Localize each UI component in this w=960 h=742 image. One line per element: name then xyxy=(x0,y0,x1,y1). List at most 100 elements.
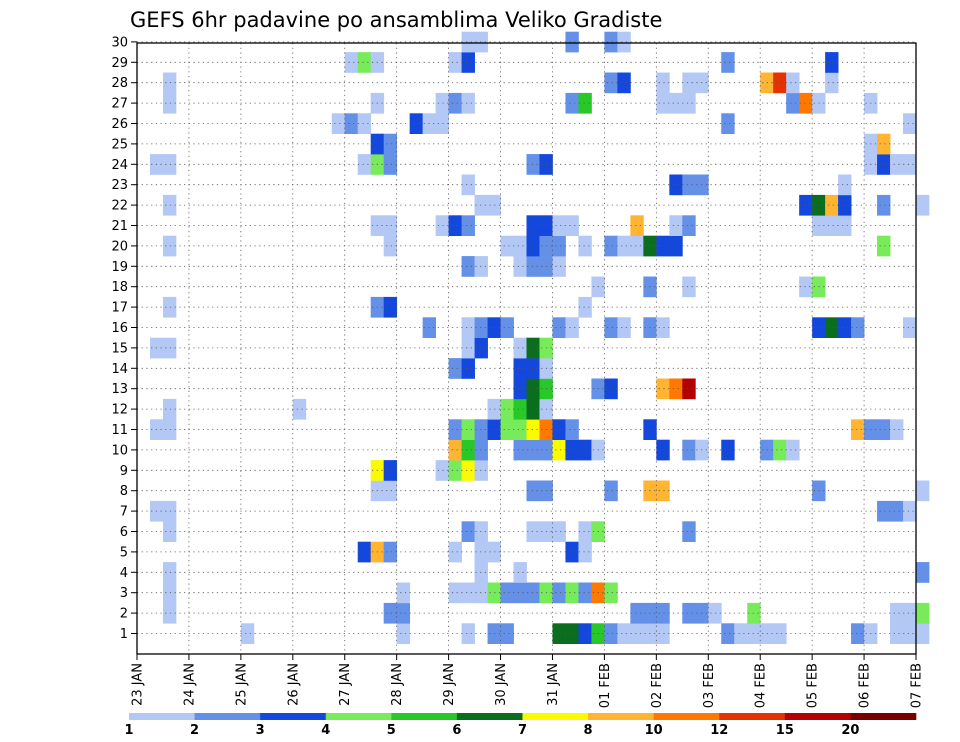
heatmap-cell-m4-0 xyxy=(162,562,177,583)
heatmap-cell-m20-2 xyxy=(500,235,514,257)
heatmap-cell-m21-3 xyxy=(448,215,462,236)
heatmap-cell-m7-2 xyxy=(877,500,891,522)
x-tick-label-3: 26 JAN xyxy=(286,663,301,706)
heatmap-cell-m21-14 xyxy=(838,215,852,236)
heatmap-cell-m29-6 xyxy=(825,52,839,73)
heatmap-cell-m20-10 xyxy=(630,235,644,257)
heatmap-cell-m20-3 xyxy=(513,235,527,257)
heatmap-cell-m8-4 xyxy=(604,480,618,502)
heatmap-cell-m18-2 xyxy=(682,276,696,298)
heatmap-cell-m16-6 xyxy=(565,317,579,338)
heatmap-cell-m12-1 xyxy=(292,398,307,420)
heatmap-cell-m26-3 xyxy=(409,113,424,134)
heatmap-cell-m12-4 xyxy=(513,398,527,420)
y-tick-label-4: 4 xyxy=(120,566,128,581)
x-tick-label-13: 05 FEB xyxy=(806,663,821,708)
heatmap-cell-m13-7 xyxy=(682,378,696,400)
heatmap-cell-m10-0 xyxy=(448,439,462,461)
heatmap-cell-m27-7 xyxy=(656,92,670,114)
heatmap-cell-m16-15 xyxy=(903,317,917,338)
heatmap-cell-m8-8 xyxy=(916,480,930,502)
heatmap-cell-m29-5 xyxy=(721,52,735,73)
heatmap-cell-m20-0 xyxy=(162,235,177,257)
heatmap-cell-m11-1 xyxy=(162,419,177,440)
heatmap-cell-m27-11 xyxy=(799,92,813,114)
heatmap-cell-m30-2 xyxy=(565,31,579,53)
heatmap-cell-m1-15 xyxy=(734,623,748,644)
heatmap-cell-m1-1 xyxy=(396,623,411,644)
heatmap-cell-m8-1 xyxy=(383,480,398,502)
heatmap-cell-m1-21 xyxy=(890,623,904,644)
heatmap-cell-m26-6 xyxy=(721,113,735,134)
heatmap-cell-m1-14 xyxy=(721,623,735,644)
heatmap-cell-m1-9 xyxy=(604,623,618,644)
heatmap-cell-m1-22 xyxy=(903,623,917,644)
heatmap-cell-m26-1 xyxy=(344,113,359,134)
heatmap-cell-m28-8 xyxy=(786,72,800,94)
x-tick-label-15: 07 FEB xyxy=(910,663,925,708)
heatmap-cell-m16-4 xyxy=(500,317,514,338)
heatmap-cell-m15-5 xyxy=(526,337,540,359)
heatmap-cell-m21-13 xyxy=(825,215,839,236)
heatmap-cell-m5-3 xyxy=(448,541,462,563)
heatmap-cell-m29-4 xyxy=(461,52,475,73)
heatmap-cell-m22-3 xyxy=(799,194,813,216)
heatmap-cell-m2-5 xyxy=(656,602,670,624)
colorbar-segment-12 xyxy=(850,713,917,720)
heatmap-cell-m17-0 xyxy=(162,296,177,318)
heatmap-cell-m3-2 xyxy=(448,582,462,604)
chart-title: GEFS 6hr padavine po ansamblima Veliko G… xyxy=(130,8,662,32)
heatmap-cell-m11-3 xyxy=(461,419,475,440)
heatmap-cell-m21-4 xyxy=(461,215,475,236)
heatmap-cell-m2-0 xyxy=(162,602,177,624)
y-tick-label-21: 21 xyxy=(111,219,128,234)
heatmap-cell-m19-5 xyxy=(552,256,566,277)
heatmap-cell-m5-7 xyxy=(578,541,592,563)
heatmap-cell-m23-2 xyxy=(682,174,696,196)
heatmap-cell-m27-10 xyxy=(786,92,800,114)
heatmap-cell-m12-3 xyxy=(500,398,514,420)
heatmap-cell-m16-7 xyxy=(604,317,618,338)
heatmap-cell-m4-3 xyxy=(916,562,930,583)
heatmap-cell-m1-4 xyxy=(500,623,514,644)
heatmap-cell-m13-0 xyxy=(513,378,527,400)
y-axis: 1234567891011121314151617181920212223242… xyxy=(111,35,137,642)
heatmap-cell-m3-0 xyxy=(162,582,177,604)
heatmap-cell-m26-7 xyxy=(903,113,917,134)
y-tick-label-5: 5 xyxy=(120,545,128,560)
heatmap-cell-m20-9 xyxy=(617,235,631,257)
heatmap-cell-m19-2 xyxy=(513,256,527,277)
heatmap-cell-m24-10 xyxy=(903,154,917,175)
y-tick-label-22: 22 xyxy=(111,199,128,214)
heatmap-cell-m13-6 xyxy=(669,378,683,400)
heatmap-cell-m30-4 xyxy=(617,31,631,53)
heatmap-cell-m30-3 xyxy=(604,31,618,53)
heatmap-cell-m10-7 xyxy=(565,439,579,461)
heatmap-cell-m6-5 xyxy=(552,521,566,542)
colorbar-label-8: 8 xyxy=(584,723,593,738)
heatmap-cell-m5-0 xyxy=(357,541,372,563)
heatmap-cell-m20-1 xyxy=(383,235,398,257)
heatmap-cell-m8-2 xyxy=(526,480,540,502)
heatmap-cell-m23-1 xyxy=(669,174,683,196)
heatmap-cell-m16-13 xyxy=(838,317,852,338)
colorbar-label-15: 15 xyxy=(776,723,794,738)
x-tick-label-7: 30 JAN xyxy=(494,663,509,706)
heatmap-cell-m26-5 xyxy=(435,113,449,134)
colorbar-segment-7 xyxy=(522,713,589,720)
x-tick-label-4: 27 JAN xyxy=(338,663,353,706)
heatmap-cell-m11-10 xyxy=(552,419,566,440)
heatmap-cell-m28-0 xyxy=(162,72,177,94)
colorbar-label-12: 12 xyxy=(710,723,728,738)
heatmap-cell-m2-3 xyxy=(630,602,644,624)
y-tick-label-12: 12 xyxy=(111,403,128,418)
heatmap-cell-m4-2 xyxy=(513,562,527,583)
heatmap-cell-m11-11 xyxy=(565,419,579,440)
y-tick-label-10: 10 xyxy=(111,443,128,458)
heatmap-cell-m22-8 xyxy=(916,194,930,216)
heatmap-cell-m17-3 xyxy=(578,296,592,318)
heatmap-cell-m14-1 xyxy=(461,358,475,379)
heatmap-cell-m20-13 xyxy=(669,235,683,257)
heatmap-cell-m21-1 xyxy=(383,215,398,236)
